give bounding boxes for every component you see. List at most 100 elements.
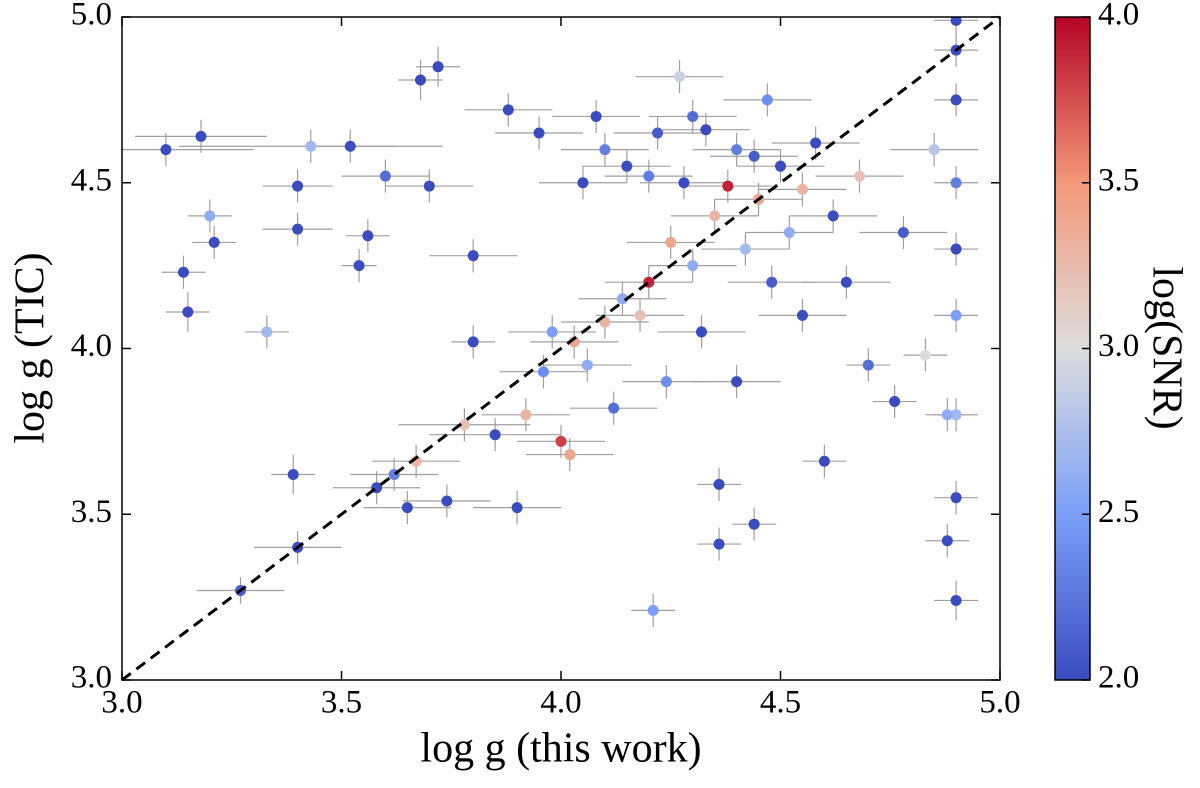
point: [687, 110, 699, 122]
point: [261, 326, 273, 338]
point: [695, 326, 707, 338]
point: [458, 419, 470, 431]
point: [608, 402, 620, 414]
point: [520, 409, 532, 421]
point: [441, 495, 453, 507]
point: [818, 455, 830, 467]
y-axis-label: log g (TIC): [8, 252, 54, 443]
error-bars: [122, 17, 979, 627]
point: [928, 144, 940, 156]
point: [678, 177, 690, 189]
point: [827, 210, 839, 222]
points: [160, 17, 962, 616]
colorbar-label: log(SNR): [1143, 266, 1189, 429]
point: [660, 376, 672, 388]
point: [581, 359, 593, 371]
y-tick-label: 3.5: [71, 494, 112, 530]
point: [590, 110, 602, 122]
point: [160, 144, 172, 156]
point: [634, 309, 646, 321]
point: [467, 336, 479, 348]
y-tick-label: 5.0: [71, 0, 112, 33]
point: [287, 468, 299, 480]
point: [537, 366, 549, 378]
point: [950, 309, 962, 321]
point: [344, 140, 356, 152]
point: [208, 236, 220, 248]
colorbar-tick-label: 3.0: [1098, 328, 1139, 364]
point: [182, 306, 194, 318]
point: [840, 276, 852, 288]
point: [854, 170, 866, 182]
point: [950, 17, 962, 26]
point: [919, 349, 931, 361]
point: [796, 183, 808, 195]
colorbar-tick-label: 2.5: [1098, 494, 1139, 530]
point: [305, 140, 317, 152]
point: [292, 180, 304, 192]
point: [652, 127, 664, 139]
x-tick-label: 3.0: [101, 685, 142, 721]
point: [467, 250, 479, 262]
point: [950, 409, 962, 421]
point: [950, 177, 962, 189]
point: [950, 594, 962, 606]
point: [489, 429, 501, 441]
x-tick-label: 4.5: [760, 685, 801, 721]
point: [362, 230, 374, 242]
point: [195, 130, 207, 142]
point: [761, 94, 773, 106]
point: [577, 177, 589, 189]
point: [546, 326, 558, 338]
point: [709, 210, 721, 222]
point: [748, 150, 760, 162]
point: [665, 236, 677, 248]
point: [713, 538, 725, 550]
point: [889, 396, 901, 408]
point: [379, 170, 391, 182]
point: [941, 535, 953, 547]
identity-line: [121, 15, 1001, 682]
point: [796, 309, 808, 321]
colorbar-tick-label: 3.5: [1098, 162, 1139, 198]
point: [643, 170, 655, 182]
point: [950, 243, 962, 255]
point: [647, 604, 659, 616]
point: [555, 435, 567, 447]
point: [950, 492, 962, 504]
point: [674, 71, 686, 83]
point: [713, 478, 725, 490]
point: [511, 502, 523, 514]
point: [415, 74, 427, 86]
point: [533, 127, 545, 139]
point: [722, 180, 734, 192]
point: [292, 223, 304, 235]
point: [432, 61, 444, 73]
point: [353, 260, 365, 272]
point: [766, 276, 778, 288]
point: [783, 226, 795, 238]
x-tick-label: 5.0: [979, 685, 1020, 721]
x-axis-label: log g (this work): [420, 726, 701, 772]
point: [775, 160, 786, 172]
x-tick-label: 3.5: [321, 685, 362, 721]
point: [810, 137, 822, 149]
point: [564, 449, 576, 461]
point: [950, 94, 962, 106]
point: [862, 359, 874, 371]
point: [621, 160, 633, 172]
y-tick-label: 3.0: [71, 660, 112, 696]
point: [731, 144, 743, 156]
point: [616, 293, 628, 305]
x-tick-label: 4.0: [540, 685, 581, 721]
y-tick-label: 4.0: [71, 328, 112, 364]
colorbar-tick-label: 2.0: [1098, 660, 1139, 696]
point: [401, 502, 413, 514]
point: [204, 210, 216, 222]
point: [897, 226, 909, 238]
y-tick-label: 4.5: [71, 162, 112, 198]
point: [177, 266, 189, 278]
point: [731, 376, 743, 388]
point: [941, 409, 953, 421]
